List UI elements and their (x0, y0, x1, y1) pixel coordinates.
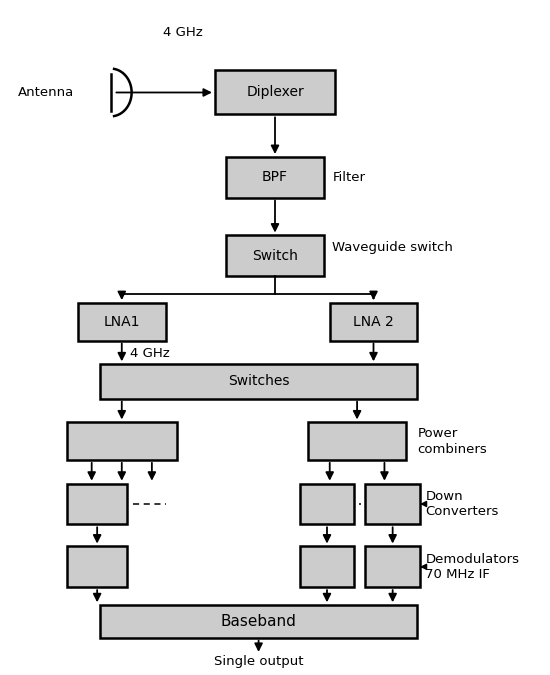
Text: Single output: Single output (214, 655, 304, 668)
Text: LNA1: LNA1 (103, 315, 140, 329)
Bar (100, 364, 417, 399)
Bar (215, 70, 335, 115)
Bar (226, 157, 324, 198)
Text: 4 GHz: 4 GHz (163, 26, 202, 39)
Text: Power
combiners: Power combiners (417, 427, 487, 456)
Bar (226, 236, 324, 276)
Bar (67, 483, 127, 524)
Bar (100, 605, 417, 638)
Bar (67, 423, 177, 460)
Bar (300, 546, 354, 587)
Text: Down
Converters: Down Converters (421, 490, 499, 518)
Text: Waveguide switch: Waveguide switch (332, 241, 453, 254)
Text: Switches: Switches (228, 375, 289, 389)
Text: Diplexer: Diplexer (246, 86, 304, 99)
Text: Switch: Switch (252, 249, 298, 263)
Text: LNA 2: LNA 2 (353, 315, 394, 329)
Bar (308, 423, 406, 460)
Bar (365, 546, 420, 587)
Text: Antenna: Antenna (18, 86, 74, 99)
Text: Baseband: Baseband (221, 614, 296, 629)
Bar (67, 546, 127, 587)
Bar (329, 303, 417, 341)
Bar (300, 483, 354, 524)
Bar (365, 483, 420, 524)
Text: Demodulators
70 MHz IF: Demodulators 70 MHz IF (421, 553, 520, 580)
Text: BPF: BPF (262, 170, 288, 184)
Text: 4 GHz: 4 GHz (130, 347, 170, 360)
Text: Filter: Filter (332, 171, 365, 184)
Bar (78, 303, 166, 341)
